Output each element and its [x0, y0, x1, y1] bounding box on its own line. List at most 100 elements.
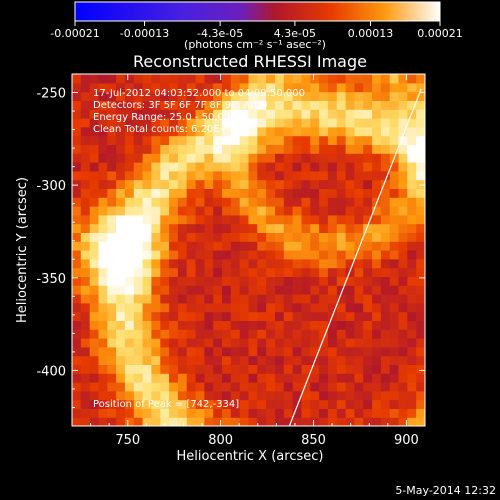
- heatmap-cell: [151, 258, 161, 269]
- heatmap-cell: [151, 267, 161, 277]
- heatmap-cell: [257, 241, 267, 251]
- heatmap-cell: [222, 364, 232, 374]
- heatmap-cell: [72, 346, 82, 357]
- y-axis-ticks: -250-300-350-400: [36, 73, 425, 408]
- heatmap-cell: [80, 241, 91, 251]
- heatmap-cell: [363, 109, 373, 119]
- heatmap-cell: [169, 355, 179, 365]
- heatmap-cell: [354, 74, 364, 84]
- heatmap-cell: [107, 390, 117, 401]
- heatmap-cell: [89, 285, 100, 295]
- heatmap-cell: [372, 346, 382, 357]
- heatmap-cell: [354, 223, 364, 233]
- heatmap-cell: [230, 126, 241, 137]
- heatmap-cell: [266, 91, 276, 101]
- heatmap-cell: [80, 364, 91, 374]
- heatmap-cell: [345, 294, 355, 304]
- heatmap-cell: [177, 179, 188, 189]
- heatmap-cell: [230, 232, 241, 242]
- heatmap-cell: [354, 82, 364, 93]
- heatmap-cell: [177, 223, 188, 233]
- heatmap-cell: [107, 346, 117, 357]
- heatmap-cell: [239, 232, 250, 242]
- heatmap-cell: [204, 373, 214, 383]
- heatmap-cell: [266, 399, 276, 409]
- heatmap-cell: [124, 399, 135, 409]
- heatmap-cell: [275, 241, 285, 251]
- heatmap-cell: [266, 408, 276, 418]
- heatmap-cell: [266, 285, 276, 295]
- heatmap-cell: [133, 364, 144, 374]
- heatmap-cell: [248, 258, 258, 269]
- heatmap-cell: [98, 214, 108, 225]
- heatmap-cell: [98, 417, 108, 426]
- heatmap-cell: [248, 162, 258, 172]
- heatmap-cell: [239, 214, 250, 225]
- heatmap-cell: [186, 399, 197, 409]
- heatmap-cell: [169, 294, 179, 304]
- heatmap-cell: [239, 355, 250, 365]
- heatmap-cell: [301, 390, 311, 401]
- heatmap-cell: [301, 302, 311, 313]
- heatmap-cell: [327, 82, 338, 93]
- heatmap-cell: [275, 338, 285, 348]
- heatmap-cell: [319, 364, 329, 374]
- heatmap-cell: [239, 179, 250, 189]
- heatmap-cell: [407, 346, 417, 357]
- heatmap-cell: [266, 118, 276, 128]
- heatmap-cell: [398, 223, 408, 233]
- heatmap-cell: [398, 258, 408, 269]
- heatmap-cell: [142, 188, 152, 198]
- heatmap-cell: [222, 408, 232, 418]
- heatmap-cell: [389, 276, 400, 286]
- heatmap-cell: [398, 144, 408, 154]
- heatmap-cell: [177, 188, 188, 198]
- heatmap-cell: [195, 232, 205, 242]
- heatmap-cell: [416, 329, 425, 339]
- heatmap-cell: [186, 338, 197, 348]
- heatmap-cell: [98, 373, 108, 383]
- heatmap-cell: [310, 126, 320, 137]
- heatmap-cell: [160, 118, 170, 128]
- heatmap-cell: [204, 144, 214, 154]
- heatmap-cell: [107, 258, 117, 269]
- heatmap-cell: [398, 153, 408, 163]
- heatmap-cell: [107, 82, 117, 93]
- heatmap-cell: [133, 170, 144, 181]
- heatmap-cell: [142, 179, 152, 189]
- heatmap-cell: [266, 364, 276, 374]
- heatmap-cell: [80, 417, 91, 426]
- heatmap-cell: [186, 232, 197, 242]
- heatmap-cell: [345, 276, 355, 286]
- heatmap-cell: [398, 232, 408, 242]
- heatmap-cell: [142, 91, 152, 101]
- heatmap-cell: [98, 294, 108, 304]
- heatmap-cell: [319, 355, 329, 365]
- heatmap-cell: [327, 126, 338, 137]
- heatmap-cell: [266, 294, 276, 304]
- heatmap-cell: [213, 118, 223, 128]
- heatmap-cell: [195, 126, 205, 137]
- heatmap-cell: [257, 338, 267, 348]
- heatmap-cell: [345, 162, 355, 172]
- heatmap-cell: [336, 390, 347, 401]
- heatmap-cell: [169, 390, 179, 401]
- heatmap-cell: [116, 329, 126, 339]
- heatmap-cell: [98, 179, 108, 189]
- heatmap-cell: [177, 118, 188, 128]
- heatmap-cell: [89, 258, 100, 269]
- heatmap-cell: [169, 329, 179, 339]
- heatmap-cell: [310, 258, 320, 269]
- heatmap-cell: [195, 197, 205, 207]
- heatmap-cell: [230, 197, 241, 207]
- heatmap-cell: [310, 408, 320, 418]
- heatmap-cell: [354, 135, 364, 145]
- heatmap-cell: [283, 276, 294, 286]
- heatmap-cell: [124, 206, 135, 216]
- heatmap-cell: [363, 241, 373, 251]
- heatmap-cell: [98, 285, 108, 295]
- heatmap-cell: [116, 82, 126, 93]
- heatmap-cell: [239, 399, 250, 409]
- heatmap-cell: [80, 408, 91, 418]
